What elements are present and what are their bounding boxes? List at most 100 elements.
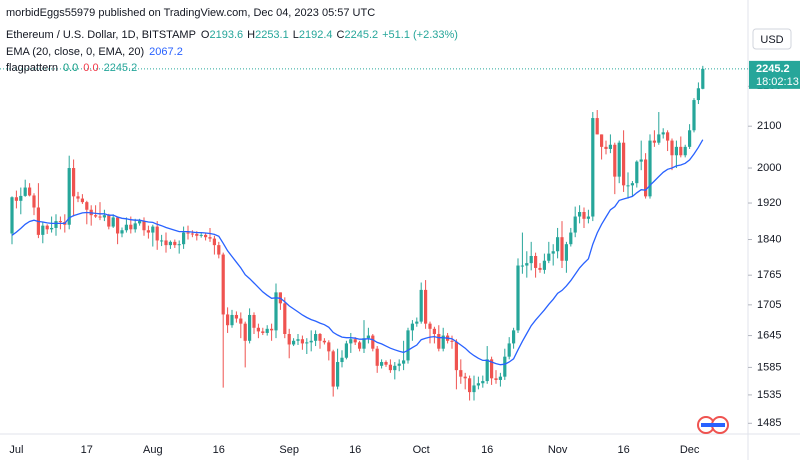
candle-body xyxy=(270,328,274,331)
symbol: Ethereum / U.S. Dollar, 1D, BITSTAMP xyxy=(6,29,196,41)
candle-body xyxy=(177,244,181,246)
candle-body xyxy=(644,159,648,197)
candle-body xyxy=(670,140,674,156)
candle-body xyxy=(124,224,128,231)
candle-body xyxy=(630,183,634,186)
candle-body xyxy=(463,376,467,379)
candle-body xyxy=(142,221,146,231)
candle-body xyxy=(322,340,326,343)
y-tick-label: 1705 xyxy=(757,299,781,311)
candle-body xyxy=(468,378,472,393)
candle-body xyxy=(58,221,62,223)
candle-body xyxy=(327,342,331,352)
candle-body xyxy=(542,260,546,270)
legend-ema: EMA (20, close, 0, EMA, 20) 2067.2 xyxy=(6,46,183,58)
candle-body xyxy=(248,314,252,341)
watermark: morbidEggs55979 published on TradingView… xyxy=(6,7,375,19)
price-label-box xyxy=(749,60,800,89)
candle-body xyxy=(164,240,168,246)
candle-body xyxy=(441,335,445,349)
x-tick-label: Nov xyxy=(548,444,568,456)
candle-body xyxy=(10,197,14,234)
candle-body xyxy=(498,376,502,380)
candle-body xyxy=(274,292,278,331)
x-tick-label: Oct xyxy=(413,444,430,456)
candle-body xyxy=(344,343,348,358)
y-tick-label: 2000 xyxy=(757,162,781,174)
candle-body xyxy=(569,232,573,245)
candle-body xyxy=(243,323,247,341)
candle-body xyxy=(600,134,604,147)
candle-body xyxy=(14,197,18,201)
x-tick-label: 16 xyxy=(213,444,225,456)
candle-body xyxy=(287,334,291,345)
candle-body xyxy=(384,362,388,365)
candle-body xyxy=(683,146,687,156)
candle-body xyxy=(353,339,357,343)
candle-body xyxy=(573,216,577,233)
candle-body xyxy=(380,362,384,366)
countdown: 18:02:13 xyxy=(756,76,799,88)
candle-body xyxy=(120,230,124,234)
candle-body xyxy=(72,168,76,197)
candle-body xyxy=(410,323,414,331)
candle-body xyxy=(388,364,392,371)
candle-body xyxy=(393,365,397,371)
candle-body xyxy=(696,88,700,101)
candle-body xyxy=(652,140,656,143)
candle-body xyxy=(459,370,463,377)
candle-body xyxy=(265,328,269,333)
candle-body xyxy=(283,303,287,335)
currency[interactable]: USD xyxy=(760,34,783,46)
y-tick-label: 1535 xyxy=(757,389,781,401)
indicator-value: 0.0 xyxy=(63,62,78,74)
candle-body xyxy=(525,263,529,266)
candle-body xyxy=(204,234,208,238)
candle-body xyxy=(529,255,533,264)
candle-body xyxy=(41,225,45,235)
candle-body xyxy=(305,342,309,344)
candle-body xyxy=(701,68,705,89)
candle-body xyxy=(358,342,362,349)
candle-body xyxy=(23,187,27,196)
candle-body xyxy=(32,195,36,208)
candle-body xyxy=(437,334,441,349)
candle-body xyxy=(226,314,230,326)
candle-body xyxy=(362,338,366,349)
candle-body xyxy=(300,339,304,344)
candle-body xyxy=(208,237,212,239)
candle-body xyxy=(485,359,489,382)
candle-body xyxy=(402,360,406,364)
candle-body xyxy=(454,341,458,371)
price-label: 2245.2 xyxy=(756,63,790,75)
logo-bar xyxy=(701,423,725,427)
ema-name: EMA (20, close, 0, EMA, 20) xyxy=(6,46,144,58)
candle-body xyxy=(366,335,370,339)
candle-body xyxy=(419,289,423,322)
candle-body xyxy=(424,289,428,324)
candle-body xyxy=(674,146,678,156)
candle-body xyxy=(76,196,80,199)
candle-body xyxy=(551,251,555,254)
currency-button[interactable] xyxy=(752,28,792,50)
candle-body xyxy=(432,328,436,335)
candle-body xyxy=(578,212,582,217)
candle-body xyxy=(679,146,683,156)
candle-body xyxy=(340,357,344,363)
candle-body xyxy=(472,385,476,393)
candle-body xyxy=(450,340,454,342)
indicator-name: flagpattern xyxy=(6,62,58,74)
candle-body xyxy=(230,314,234,326)
candle-body xyxy=(494,378,498,380)
candle-body xyxy=(45,225,49,230)
ohlc-value: 2253.1 xyxy=(255,29,289,41)
candle-body xyxy=(428,323,432,329)
candle-body xyxy=(626,185,630,187)
candle-body xyxy=(155,226,159,241)
y-tick-label: 1765 xyxy=(757,269,781,281)
candle-body xyxy=(138,221,142,224)
candle-body xyxy=(28,187,32,196)
candle-body xyxy=(160,240,164,242)
candle-body xyxy=(67,168,71,225)
